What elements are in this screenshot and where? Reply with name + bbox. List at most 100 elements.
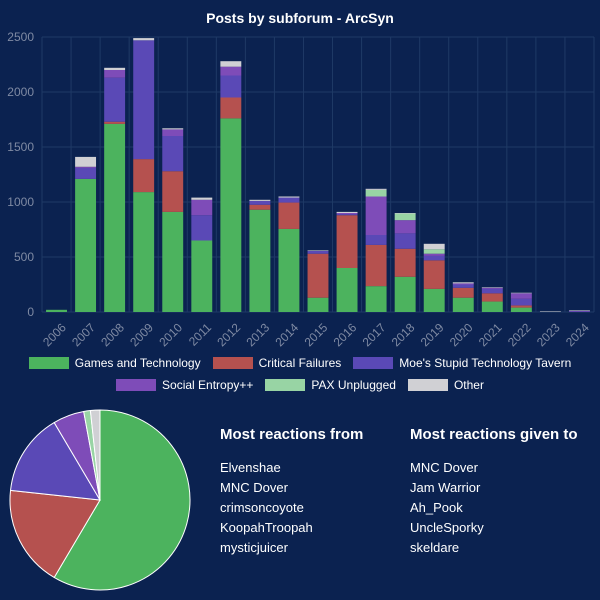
bar-segment xyxy=(365,235,387,245)
bar-segment xyxy=(278,228,300,312)
bar-segment xyxy=(510,305,532,308)
bar-segment xyxy=(162,211,184,312)
bar-segment xyxy=(307,250,329,254)
x-tick-label: 2017 xyxy=(360,320,389,349)
reactions-from-user: crimsoncoyote xyxy=(220,500,304,515)
bar-segment xyxy=(423,288,445,312)
x-tick-label: 2020 xyxy=(447,320,476,349)
bar-segment xyxy=(46,309,67,312)
bar-segment xyxy=(336,211,358,213)
legend-swatch xyxy=(212,357,253,369)
reactions-given-user: Jam Warrior xyxy=(410,480,481,495)
bar-segment xyxy=(510,293,532,299)
bar-segment xyxy=(249,204,271,210)
y-tick-label: 2000 xyxy=(7,85,34,99)
bar-segment xyxy=(569,311,590,312)
x-tick-label: 2013 xyxy=(243,320,272,349)
bar-segment xyxy=(481,287,503,288)
bar-segment xyxy=(278,202,300,229)
bar-segment xyxy=(220,118,242,313)
bar-segment xyxy=(307,250,329,251)
reactions-from-user: mysticjuicer xyxy=(220,540,288,555)
bar-segment xyxy=(481,287,503,289)
bar-segment xyxy=(394,213,416,221)
bar-segment xyxy=(481,288,503,294)
x-tick-label: 2012 xyxy=(214,320,243,349)
pie-slice xyxy=(53,409,191,591)
x-tick-label: 2019 xyxy=(418,320,447,349)
legend-swatch xyxy=(265,379,306,391)
bar-segment xyxy=(423,243,445,250)
bar-segment xyxy=(104,70,126,78)
bar-segment xyxy=(278,197,300,203)
legend-label: Other xyxy=(453,378,484,392)
bar-segment xyxy=(365,189,387,197)
y-tick-label: 1000 xyxy=(7,195,34,209)
legend-item[interactable]: PAX Unplugged xyxy=(265,374,396,396)
x-tick-label: 2009 xyxy=(127,320,156,349)
bar-segment xyxy=(336,268,358,312)
bar-segment xyxy=(133,38,155,41)
x-tick-label: 2024 xyxy=(563,320,592,349)
y-tick-labels: 0 500 1000 1500 2000 2500 xyxy=(7,30,34,319)
bar-segment xyxy=(394,213,416,214)
legend-item[interactable]: Moe's Stupid Technology Tavern xyxy=(353,352,571,374)
bar-segment xyxy=(452,283,474,285)
bar-segment xyxy=(510,292,532,294)
legend-label: PAX Unplugged xyxy=(311,378,396,392)
x-tick-label: 2018 xyxy=(389,320,418,349)
legend-item[interactable]: Critical Failures xyxy=(212,352,341,374)
reactions-from-user: MNC Dover xyxy=(220,480,288,495)
reactions-given-panel: Most reactions given to MNC Dover Jam Wa… xyxy=(410,426,578,558)
bar-segment xyxy=(481,301,503,312)
reactions-from-heading: Most reactions from xyxy=(220,426,364,443)
bar-segment xyxy=(423,249,445,254)
legend-swatch xyxy=(28,357,69,369)
x-tick-label: 2007 xyxy=(69,320,98,349)
legend-swatch xyxy=(116,379,157,391)
bar-segment xyxy=(336,215,358,268)
bar-segment xyxy=(249,199,271,201)
bar-segment xyxy=(191,199,213,216)
bar-segment xyxy=(104,123,126,313)
legend-item[interactable]: Games and Technology xyxy=(28,352,201,374)
y-tick-label: 2500 xyxy=(7,30,34,44)
reactions-given-user: skeldare xyxy=(410,540,460,555)
legend-swatch xyxy=(407,379,448,391)
reactions-from-user: KoopahTroopah xyxy=(220,520,313,535)
legend-swatch xyxy=(353,357,394,369)
pie-slice xyxy=(9,489,101,579)
bar-segment xyxy=(510,298,532,306)
bar-segment xyxy=(307,297,329,312)
bar-segment xyxy=(452,297,474,312)
bar-segment xyxy=(394,220,416,234)
legend-label: Social Entropy++ xyxy=(162,378,254,392)
reactions-from-list: Elvenshae MNC Dover crimsoncoyote Koopah… xyxy=(220,458,363,558)
bar-segment xyxy=(423,253,445,256)
x-tick-labels: 2006 2007 2008 2009 2010 2011 2012 2013 2014 2015… xyxy=(40,320,592,349)
bar-segment xyxy=(423,260,445,289)
bar-segment xyxy=(394,248,416,277)
bar-segment xyxy=(75,166,97,168)
grid-layer xyxy=(41,36,595,313)
legend-item[interactable]: Social Entropy++ xyxy=(116,374,253,396)
bar-segment xyxy=(336,213,358,215)
legend-item[interactable]: Other xyxy=(407,374,484,396)
bar-segment xyxy=(133,40,155,160)
bar-segment xyxy=(133,159,155,193)
bar-segment xyxy=(162,136,184,172)
bar-segment xyxy=(365,196,387,235)
bar-segment xyxy=(75,167,97,179)
x-tick-label: 2014 xyxy=(273,320,302,349)
bar-segment xyxy=(452,287,474,298)
bar-segment xyxy=(394,276,416,312)
bar-segment xyxy=(133,192,155,312)
pie-slice xyxy=(89,409,101,501)
bar-segment xyxy=(191,215,213,241)
bar-segment xyxy=(365,286,387,312)
bar-segment xyxy=(220,97,242,119)
reactions-given-user: Ah_Pook xyxy=(410,500,463,515)
chart-title: Posts by subforum - ArcSyn xyxy=(206,10,394,26)
reactions-given-user: UncleSporky xyxy=(410,520,484,535)
